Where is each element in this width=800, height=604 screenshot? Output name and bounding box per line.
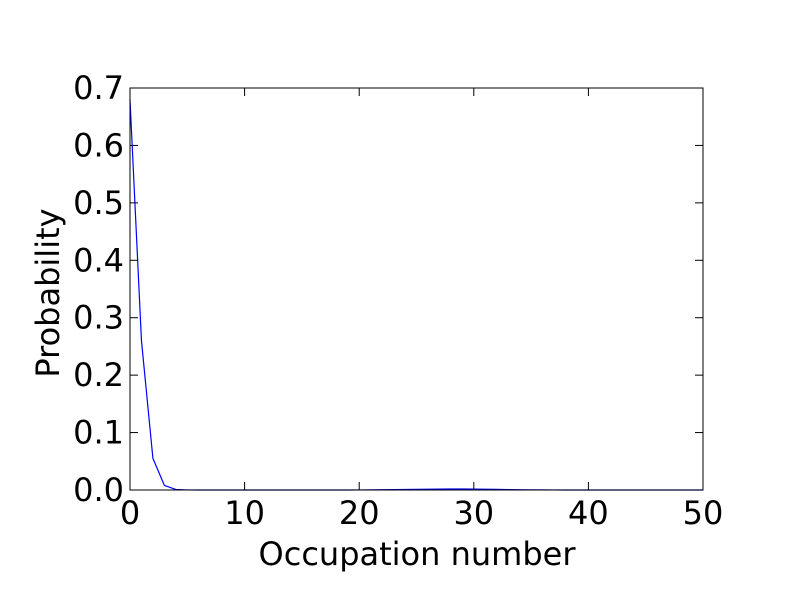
x-tick-label: 40: [568, 494, 609, 532]
y-tick-label: 0.4: [73, 241, 124, 279]
y-tick-label: 0.1: [73, 414, 124, 452]
y-tick-label: 0.6: [73, 126, 124, 164]
y-tick-label: 0.7: [73, 69, 124, 107]
x-tick-label: 50: [683, 494, 724, 532]
x-tick-label: 30: [453, 494, 494, 532]
y-axis-label: Probability: [29, 208, 67, 377]
x-axis-label: Occupation number: [259, 535, 577, 573]
y-tick-label: 0.5: [73, 184, 124, 222]
y-tick-label: 0.3: [73, 299, 124, 337]
y-tick-label: 0.0: [73, 471, 124, 509]
y-tick-label: 0.2: [73, 356, 124, 394]
x-tick-label: 20: [339, 494, 380, 532]
plot-series: [130, 99, 703, 490]
x-tick-label: 10: [224, 494, 265, 532]
series-line-0: [130, 99, 703, 490]
plot-frame: [130, 88, 703, 490]
